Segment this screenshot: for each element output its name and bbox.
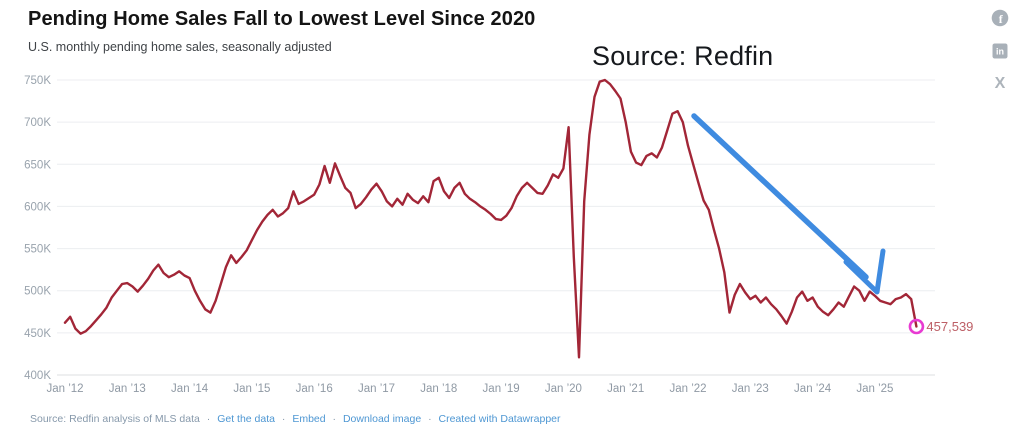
footer-link-get-the-data[interactable]: Get the data	[217, 413, 275, 425]
x-tick-label: Jan ’25	[856, 383, 893, 395]
x-tick-label: Jan ’21	[607, 383, 644, 395]
footer-source-text: Source: Redfin analysis of MLS data	[30, 413, 200, 425]
y-tick-label: 500K	[24, 286, 51, 298]
chart-subtitle: U.S. monthly pending home sales, seasona…	[28, 40, 332, 54]
pending-sales-line	[63, 78, 918, 359]
x-tick-label: Jan ’17	[358, 383, 395, 395]
x-tick-label: Jan ’16	[296, 383, 333, 395]
y-tick-label: 700K	[24, 117, 51, 129]
y-tick-label: 650K	[24, 159, 51, 171]
x-tick-label: Jan ’12	[46, 383, 83, 395]
x-tick-label: Jan ’22	[669, 383, 706, 395]
x-tick-label: Jan ’24	[794, 383, 832, 395]
footer-separator: ·	[206, 413, 211, 425]
svg-text:in: in	[996, 47, 1004, 57]
y-tick-label: 450K	[24, 328, 51, 340]
footer-link-download-image[interactable]: Download image	[342, 413, 422, 425]
end-point-value-label: 457,539	[926, 319, 973, 334]
share-facebook-button[interactable]: f	[990, 8, 1010, 28]
footer-separator: ·	[428, 413, 432, 425]
page-title: Pending Home Sales Fall to Lowest Level …	[28, 8, 536, 30]
x-twitter-icon: X	[994, 75, 1006, 92]
footer: Source: Redfin analysis of MLS data · Ge…	[30, 413, 561, 425]
x-tick-label: Jan ’18	[420, 383, 457, 395]
x-tick-label: Jan ’19	[483, 383, 520, 395]
share-linkedin-button[interactable]: in	[990, 41, 1010, 61]
share-toolbar: f in X	[990, 8, 1010, 94]
x-tick-label: Jan ’20	[545, 383, 582, 395]
footer-separator: ·	[332, 413, 337, 425]
share-x-button[interactable]: X	[990, 74, 1010, 94]
x-tick-label: Jan ’15	[233, 383, 270, 395]
y-tick-label: 750K	[24, 75, 51, 87]
x-tick-label: Jan ’23	[732, 383, 769, 395]
x-tick-label: Jan ’13	[109, 383, 146, 395]
y-tick-label: 550K	[24, 244, 51, 256]
footer-link-created-with-datawrapper[interactable]: Created with Datawrapper	[438, 413, 561, 425]
y-tick-label: 400K	[24, 370, 51, 382]
linkedin-icon: in	[992, 43, 1008, 59]
y-tick-label: 600K	[24, 201, 51, 213]
end-point-marker	[908, 318, 925, 335]
facebook-icon: f	[991, 9, 1009, 27]
source-annotation: Source: Redfin	[592, 41, 774, 71]
annotation-arrow	[691, 113, 886, 295]
footer-link-embed[interactable]: Embed	[292, 413, 326, 425]
footer-separator: ·	[281, 413, 286, 425]
svg-text:f: f	[999, 12, 1004, 26]
x-tick-label: Jan ’14	[171, 383, 209, 395]
